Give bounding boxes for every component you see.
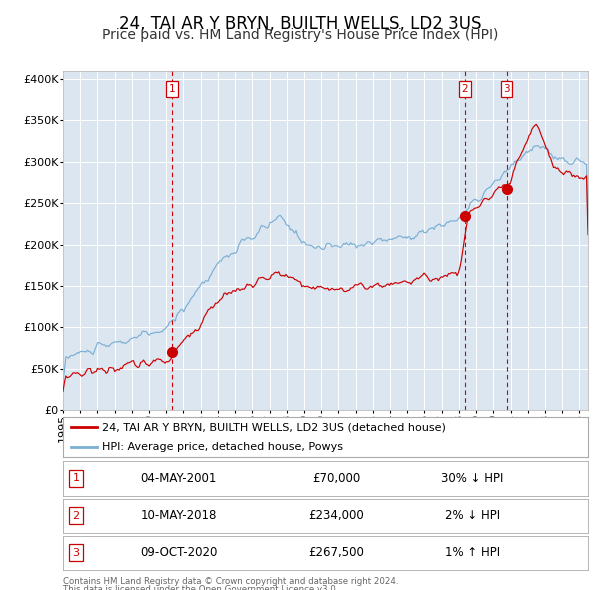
Text: 3: 3 (73, 548, 80, 558)
Text: This data is licensed under the Open Government Licence v3.0.: This data is licensed under the Open Gov… (63, 585, 338, 590)
Text: 1: 1 (169, 84, 175, 94)
Text: Contains HM Land Registry data © Crown copyright and database right 2024.: Contains HM Land Registry data © Crown c… (63, 577, 398, 586)
Text: 3: 3 (503, 84, 510, 94)
Text: 1% ↑ HPI: 1% ↑ HPI (445, 546, 500, 559)
Text: £234,000: £234,000 (308, 509, 364, 522)
Text: 30% ↓ HPI: 30% ↓ HPI (442, 472, 503, 485)
Text: 24, TAI AR Y BRYN, BUILTH WELLS, LD2 3US: 24, TAI AR Y BRYN, BUILTH WELLS, LD2 3US (119, 15, 481, 33)
Text: 04-MAY-2001: 04-MAY-2001 (140, 472, 217, 485)
Text: 1: 1 (73, 474, 80, 483)
Text: 2: 2 (461, 84, 468, 94)
Text: HPI: Average price, detached house, Powys: HPI: Average price, detached house, Powy… (103, 442, 343, 452)
Text: £70,000: £70,000 (312, 472, 360, 485)
Text: 2: 2 (73, 511, 80, 520)
Text: 24, TAI AR Y BRYN, BUILTH WELLS, LD2 3US (detached house): 24, TAI AR Y BRYN, BUILTH WELLS, LD2 3US… (103, 422, 446, 432)
Text: 2% ↓ HPI: 2% ↓ HPI (445, 509, 500, 522)
Text: Price paid vs. HM Land Registry's House Price Index (HPI): Price paid vs. HM Land Registry's House … (102, 28, 498, 42)
Text: 09-OCT-2020: 09-OCT-2020 (140, 546, 217, 559)
Text: £267,500: £267,500 (308, 546, 364, 559)
Text: 10-MAY-2018: 10-MAY-2018 (140, 509, 217, 522)
